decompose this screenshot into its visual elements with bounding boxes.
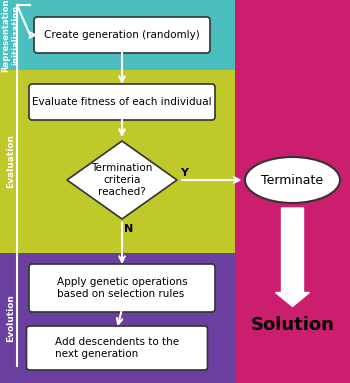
FancyArrow shape bbox=[275, 208, 309, 306]
FancyBboxPatch shape bbox=[29, 264, 215, 312]
Text: Terminate: Terminate bbox=[261, 173, 323, 187]
FancyBboxPatch shape bbox=[29, 84, 215, 120]
FancyBboxPatch shape bbox=[27, 326, 208, 370]
FancyBboxPatch shape bbox=[34, 17, 210, 53]
Text: Evaluate fitness of each individual: Evaluate fitness of each individual bbox=[32, 97, 212, 107]
Text: N: N bbox=[124, 224, 134, 234]
Text: Add descendents to the
next generation: Add descendents to the next generation bbox=[55, 337, 179, 359]
Text: Representation
initialization: Representation initialization bbox=[1, 0, 21, 72]
Text: Y: Y bbox=[180, 168, 188, 178]
Text: Evaluation: Evaluation bbox=[7, 134, 15, 188]
Ellipse shape bbox=[245, 157, 340, 203]
Text: Create generation (randomly): Create generation (randomly) bbox=[44, 30, 200, 40]
Text: Evolution: Evolution bbox=[7, 294, 15, 342]
Text: Termination
criteria
reached?: Termination criteria reached? bbox=[91, 164, 153, 196]
Text: Solution: Solution bbox=[251, 316, 335, 334]
Polygon shape bbox=[67, 141, 177, 219]
Bar bbox=[0, 253, 235, 383]
Text: Apply genetic operations
based on selection rules: Apply genetic operations based on select… bbox=[57, 277, 187, 299]
Bar bbox=[0, 70, 235, 253]
Bar bbox=[0, 0, 235, 70]
